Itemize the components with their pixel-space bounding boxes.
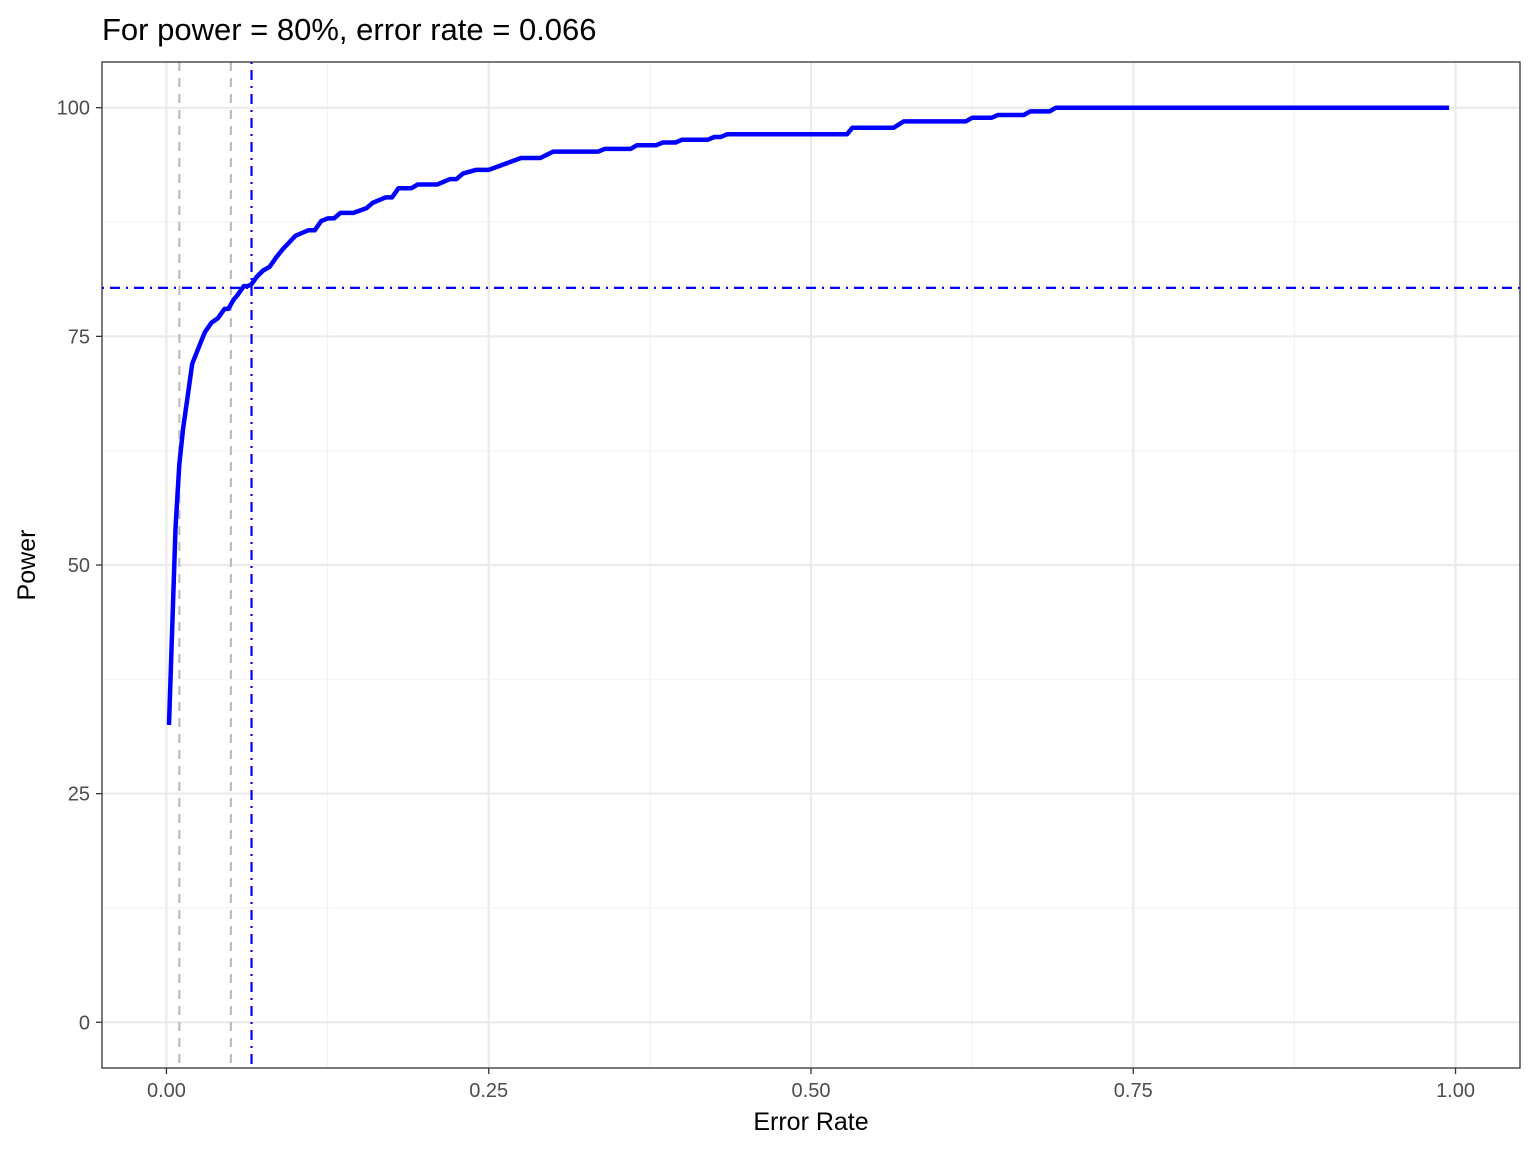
x-tick-label-4: 1.00: [1436, 1080, 1475, 1102]
reference-lines: [102, 62, 1520, 1068]
chart-title: For power = 80%, error rate = 0.066: [102, 12, 597, 47]
y-axis-title: Power: [13, 530, 41, 601]
y-tick-label-3: 75: [68, 326, 90, 348]
power-curve-line-0: [166, 105, 1450, 726]
axis-ticks: 0.00 0.25 0.50 0.75 1.00 0 25 50 75 100: [57, 98, 1475, 1102]
y-tick-label-2: 50: [68, 555, 90, 577]
grid-lines: [102, 62, 1520, 1068]
x-tick-label-2: 0.50: [792, 1080, 831, 1102]
x-tick-label-1: 0.25: [469, 1080, 508, 1102]
x-axis-title: Error Rate: [753, 1108, 868, 1136]
series-lines: [166, 105, 1450, 726]
x-tick-label-0: 0.00: [147, 1080, 186, 1102]
y-tick-label-0: 0: [79, 1012, 90, 1034]
x-tick-label-3: 0.75: [1114, 1080, 1153, 1102]
y-tick-label-4: 100: [57, 98, 90, 120]
y-tick-label-1: 25: [68, 784, 90, 806]
